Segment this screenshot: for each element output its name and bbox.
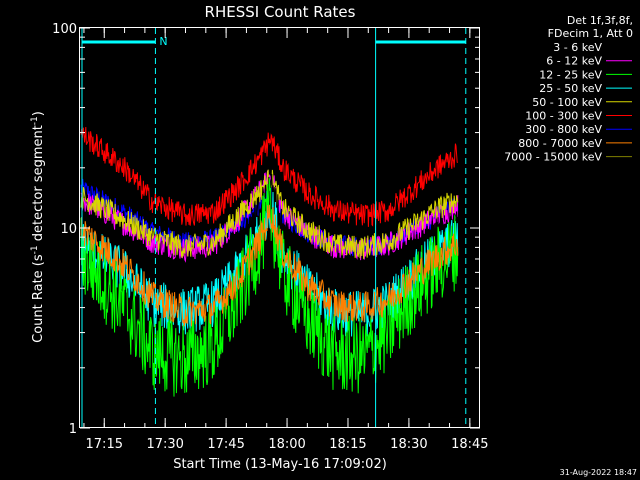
- legend-entry-label: 300 - 800 keV: [525, 123, 602, 136]
- legend-entry-label: 100 - 300 keV: [525, 110, 602, 123]
- y-axis-label-part: detector segment: [31, 125, 46, 245]
- chart-title: RHESSI Count Rates: [205, 3, 356, 21]
- legend-entry-label: 12 - 25 keV: [539, 68, 602, 81]
- legend-entry-label: 25 - 50 keV: [539, 82, 602, 95]
- y-axis-label: Count Rate (s-1 detector segment-1): [30, 111, 46, 343]
- plot-series-area: [80, 126, 459, 397]
- x-tick-label: 17:45: [207, 437, 244, 452]
- x-tick-label: 18:30: [390, 437, 427, 452]
- legend-header-line: Det 1f,3f,8f,: [567, 14, 633, 27]
- y-tick-label: 1: [69, 422, 77, 437]
- night-marker-label: N: [159, 35, 167, 48]
- series-line: [80, 178, 459, 397]
- y-axis-label-part: Count Rate (s: [31, 254, 46, 343]
- x-axis-ticks: 17:15 17:30 17:45 18:00 18:15 18:30 18:45: [83, 28, 489, 452]
- x-axis-label: Start Time (13-May-16 17:09:02): [173, 457, 387, 472]
- legend: Det 1f,3f,8f, FDecim 1, Att 0 3 - 6 keV6…: [504, 14, 633, 164]
- legend-entry-label: 7000 - 15000 keV: [504, 151, 602, 164]
- legend-entry-label: 50 - 100 keV: [532, 96, 602, 109]
- legend-entry-label: 6 - 12 keV: [546, 55, 602, 68]
- x-tick-label: 17:30: [146, 437, 183, 452]
- x-tick-label: 18:15: [329, 437, 366, 452]
- series-line: [80, 126, 458, 227]
- x-tick-label: 18:00: [268, 437, 305, 452]
- y-tick-label: 100: [52, 22, 77, 37]
- y-tick-label: 10: [60, 222, 77, 237]
- x-tick-label: 18:45: [451, 437, 488, 452]
- legend-header-line: FDecim 1, Att 0: [548, 27, 633, 40]
- x-tick-label: 17:15: [86, 437, 123, 452]
- y-axis-label-part: ): [31, 111, 46, 116]
- y-axis-label-exponent: -1: [30, 116, 40, 125]
- series-line: [80, 204, 459, 327]
- y-axis-ticks: 1 10 100: [52, 22, 480, 437]
- legend-entry-label: 800 - 7000 keV: [518, 137, 602, 150]
- y-axis-label-exponent: -1: [30, 245, 40, 254]
- legend-entry-label: 3 - 6 keV: [553, 41, 602, 54]
- render-timestamp: 31-Aug-2022 18:47: [560, 468, 637, 477]
